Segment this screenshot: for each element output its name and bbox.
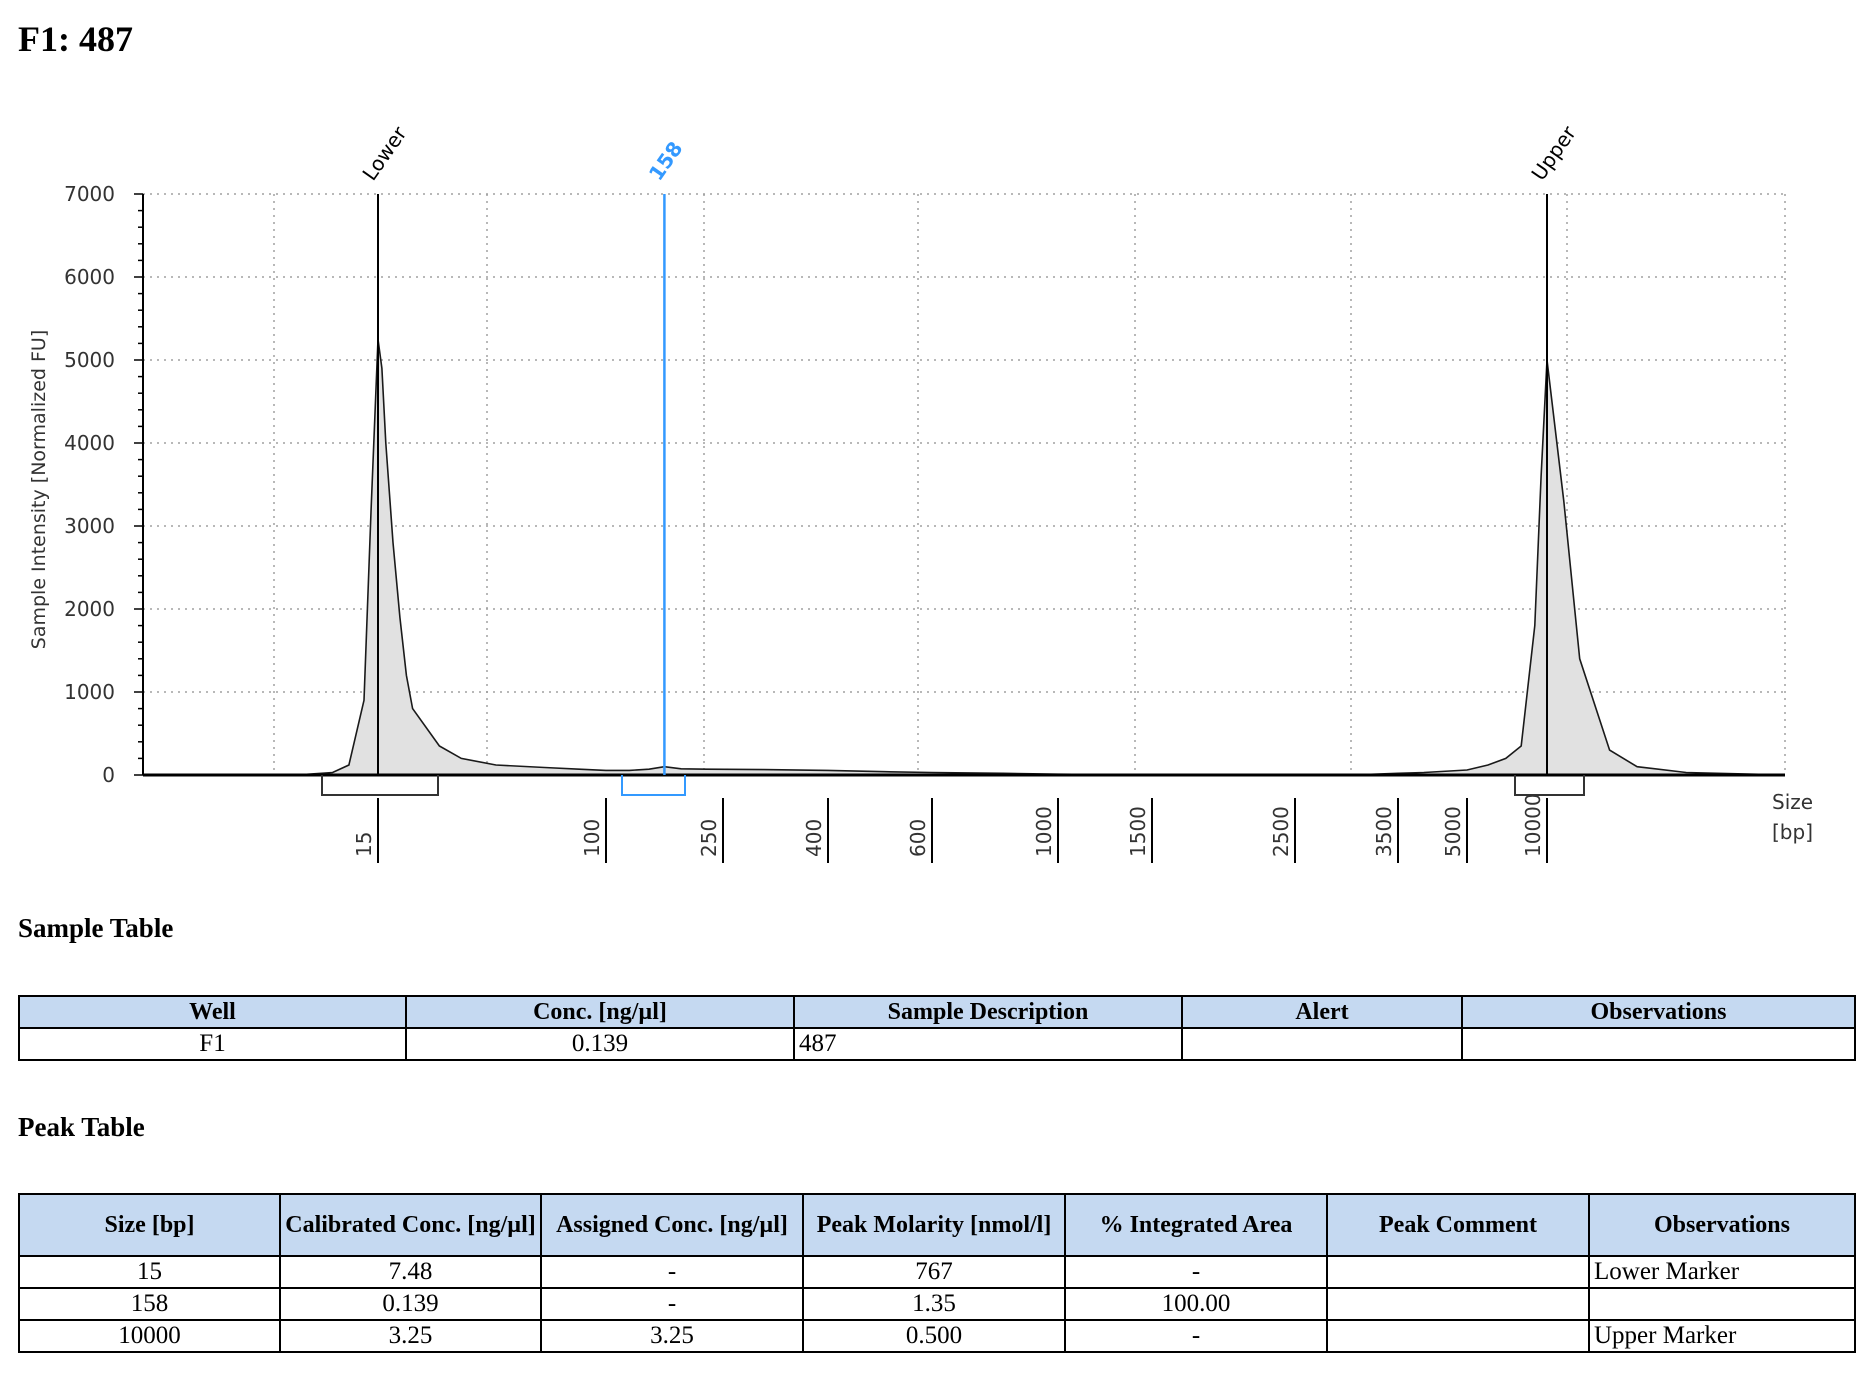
table-row: 10000 3.25 3.25 0.500 - Upper Marker [18, 1319, 1856, 1353]
column-header-calibrated-conc: Calibrated Conc. [ng/µl] [279, 1193, 542, 1257]
column-header-observations: Observations [1588, 1193, 1856, 1257]
trace [143, 339, 1786, 776]
x-tick-label: 600 [906, 819, 930, 857]
trace-line [143, 339, 1786, 776]
grid [143, 193, 1786, 775]
y-tick-label: 5000 [64, 348, 115, 372]
axes: 0 1000 2000 3000 4000 5000 6000 7000 Sample Inte… [28, 182, 1813, 863]
peak-table-header-row: Size [bp] Calibrated Conc. [ng/µl] Assig… [18, 1193, 1856, 1257]
x-tick-label: 5000 [1441, 806, 1465, 857]
cell-peak-molarity: 767 [802, 1255, 1066, 1289]
column-header-assigned-conc: Assigned Conc. [ng/µl] [540, 1193, 804, 1257]
x-tick-label: 15 [352, 832, 376, 857]
x-axis-title: Size [bp] [1772, 790, 1813, 844]
column-header-peak-molarity: Peak Molarity [nmol/l] [802, 1193, 1066, 1257]
cell-assigned-conc: - [540, 1287, 804, 1321]
y-tick-label: 7000 [64, 182, 115, 206]
x-tick-label: 250 [697, 819, 721, 857]
cell-sample-description: 487 [793, 1027, 1183, 1061]
cell-observations [1461, 1027, 1856, 1061]
column-header-alert: Alert [1181, 995, 1463, 1029]
table-row: F1 0.139 487 [18, 1027, 1856, 1061]
cell-assigned-conc: - [540, 1255, 804, 1289]
x-tick-label: 400 [802, 819, 826, 857]
column-header-well: Well [18, 995, 407, 1029]
cell-size: 15 [18, 1255, 281, 1289]
peak-marker-label: Lower [357, 121, 411, 184]
page-title: F1: 487 [18, 19, 133, 59]
cell-integrated-area: - [1064, 1255, 1328, 1289]
integration-bracket [321, 775, 439, 796]
column-header-size: Size [bp] [18, 1193, 281, 1257]
cell-integrated-area: 100.00 [1064, 1287, 1328, 1321]
peak-table: Size [bp] Calibrated Conc. [ng/µl] Assig… [18, 1193, 1856, 1353]
table-row: 158 0.139 - 1.35 100.00 [18, 1287, 1856, 1321]
cell-peak-comment [1326, 1287, 1590, 1321]
column-header-integrated-area: % Integrated Area [1064, 1193, 1328, 1257]
integration-bracket [1514, 775, 1585, 796]
y-tick-label: 4000 [64, 431, 115, 455]
column-header-conc: Conc. [ng/µl] [405, 995, 795, 1029]
cell-well: F1 [18, 1027, 407, 1061]
y-tick-label: 1000 [64, 680, 115, 704]
sample-table: Well Conc. [ng/µl] Sample Description Al… [18, 995, 1856, 1061]
cell-observations: Lower Marker [1588, 1255, 1856, 1289]
y-tick-label: 3000 [64, 514, 115, 538]
sample-table-title: Sample Table [18, 913, 174, 943]
cell-integrated-area: - [1064, 1319, 1328, 1353]
x-tick-label: 1500 [1126, 806, 1150, 857]
electropherogram-chart: 0 1000 2000 3000 4000 5000 6000 7000 Sample Inte… [28, 121, 1813, 863]
x-tick-label: 1000 [1032, 806, 1056, 857]
sample-table-header-row: Well Conc. [ng/µl] Sample Description Al… [18, 995, 1856, 1029]
y-axis-title: Sample Intensity [Normalized FU] [28, 330, 50, 649]
cell-size: 158 [18, 1287, 281, 1321]
column-header-sample-description: Sample Description [793, 995, 1183, 1029]
column-header-peak-comment: Peak Comment [1326, 1193, 1590, 1257]
cell-observations [1588, 1287, 1856, 1321]
x-tick-label: 10000 [1521, 793, 1545, 857]
cell-calibrated-conc: 3.25 [279, 1319, 542, 1353]
peak-marker-label: Upper [1526, 121, 1581, 185]
cell-calibrated-conc: 0.139 [279, 1287, 542, 1321]
cell-peak-comment [1326, 1255, 1590, 1289]
y-tick-label: 6000 [64, 265, 115, 289]
x-tick-label: 3500 [1372, 806, 1396, 857]
y-tick-label: 0 [102, 763, 115, 787]
cell-peak-molarity: 0.500 [802, 1319, 1066, 1353]
x-tick-label: 100 [580, 819, 604, 857]
peak-table-title: Peak Table [18, 1112, 145, 1142]
cell-conc: 0.139 [405, 1027, 795, 1061]
integration-bracket [621, 775, 686, 796]
cell-peak-molarity: 1.35 [802, 1287, 1066, 1321]
cell-calibrated-conc: 7.48 [279, 1255, 542, 1289]
cell-size: 10000 [18, 1319, 281, 1353]
cell-observations: Upper Marker [1588, 1319, 1856, 1353]
x-tick-label: 2500 [1269, 806, 1293, 857]
table-row: 15 7.48 - 767 - Lower Marker [18, 1255, 1856, 1289]
cell-alert [1181, 1027, 1463, 1061]
y-tick-label: 2000 [64, 597, 115, 621]
trace-fill [143, 339, 1785, 775]
cell-peak-comment [1326, 1319, 1590, 1353]
column-header-observations: Observations [1461, 995, 1856, 1029]
peak-markers: Lower 158 Upper [321, 121, 1585, 796]
cell-assigned-conc: 3.25 [540, 1319, 804, 1353]
peak-marker-label: 158 [644, 137, 688, 185]
